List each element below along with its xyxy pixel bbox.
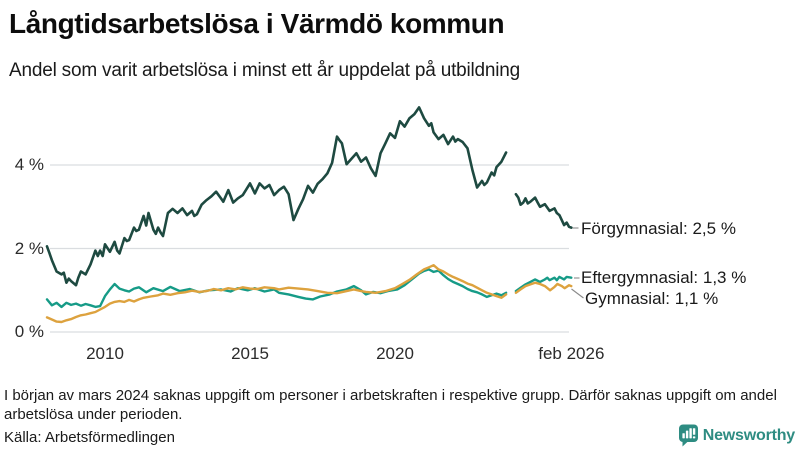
y-tick-4: 4 % (14, 155, 44, 174)
series-label-eftergymnasial: Eftergymnasial: 1,3 % (581, 268, 747, 287)
newsworthy-logo-text: Newsworthy (702, 426, 795, 444)
line-gymnasial (45, 264, 573, 324)
page-title: Långtidsarbetslösa i Värmdö kommun (9, 8, 505, 39)
series-label-gymnasial: Gymnasial: 1,1 % (585, 289, 719, 308)
line-eftergymnasial (45, 268, 573, 309)
newsworthy-logo-icon (678, 424, 698, 447)
gridlines (50, 164, 569, 333)
connector-gymnasial (571, 288, 584, 299)
line-forgymnasial (45, 106, 573, 287)
series-label-forgymnasial: Förgymnasial: 2,5 % (581, 219, 736, 238)
newsworthy-logo[interactable]: Newsworthy (678, 424, 795, 447)
label-connectors (571, 227, 584, 299)
page-subtitle: Andel som varit arbetslösa i minst ett å… (9, 60, 521, 81)
y-tick-2: 2 % (14, 238, 44, 258)
x-tick-feb-2026: feb 2026 (538, 344, 605, 363)
x-tick-2020: 2020 (376, 344, 414, 363)
series-lines (45, 106, 573, 324)
x-tick-2015: 2015 (231, 344, 269, 363)
footnote: I början av mars 2024 saknas uppgift om … (4, 387, 777, 423)
x-tick-2010: 2010 (86, 344, 124, 363)
source-text: Källa: Arbetsförmedlingen (4, 429, 175, 446)
y-tick-0: 0 % (14, 322, 44, 341)
